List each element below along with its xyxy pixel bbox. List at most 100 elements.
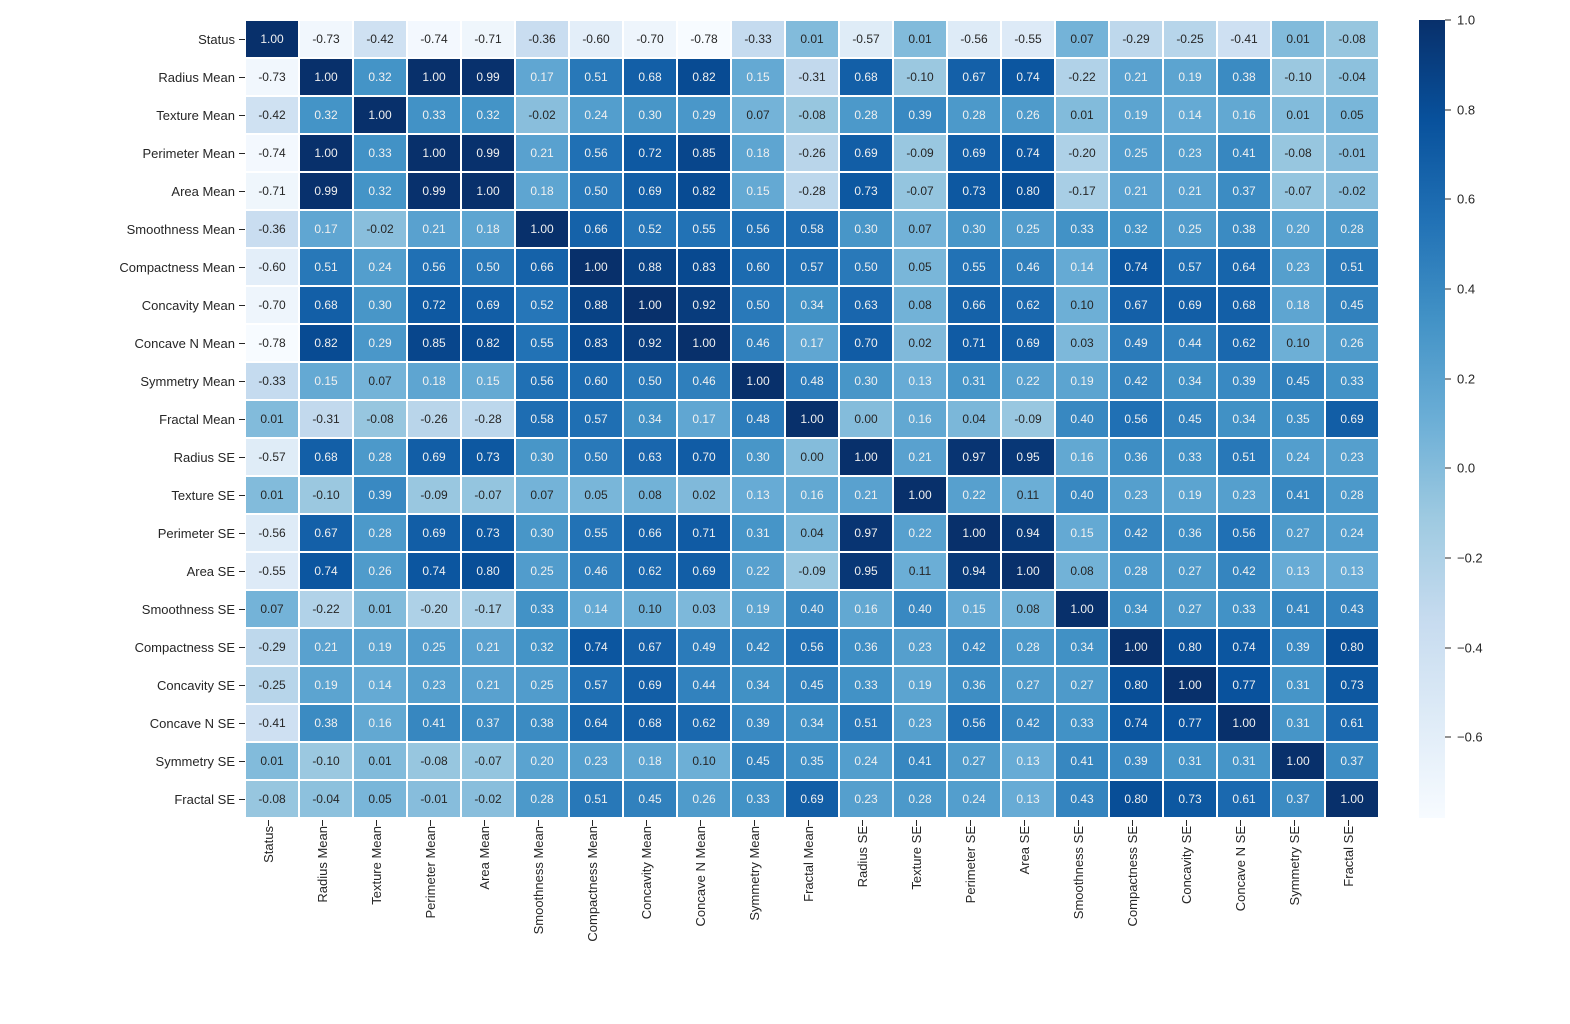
heatmap-cell: 0.23 (1163, 134, 1217, 172)
heatmap-cell: 0.01 (893, 20, 947, 58)
x-axis-label-wrap: Symmetry SE (1267, 820, 1321, 946)
heatmap-cell: 0.69 (839, 134, 893, 172)
heatmap-cell: 0.57 (1163, 248, 1217, 286)
y-axis-label: Compactness SE (65, 640, 239, 655)
heatmap-cell: 0.33 (1055, 704, 1109, 742)
heatmap-cell: 0.31 (731, 514, 785, 552)
heatmap-cell: 0.21 (893, 438, 947, 476)
heatmap-cell: 0.38 (299, 704, 353, 742)
heatmap-cell: 0.99 (299, 172, 353, 210)
heatmap-cell: 0.01 (245, 476, 299, 514)
heatmap-cell: 0.26 (1001, 96, 1055, 134)
heatmap-cell: 0.80 (461, 552, 515, 590)
heatmap-cell: 0.46 (677, 362, 731, 400)
heatmap-cell: 0.52 (515, 286, 569, 324)
heatmap-cell: 0.28 (1109, 552, 1163, 590)
heatmap-cell: 0.31 (1271, 704, 1325, 742)
heatmap-cell: -0.78 (245, 324, 299, 362)
heatmap-cell: -0.07 (461, 476, 515, 514)
heatmap-cell: 0.80 (1001, 172, 1055, 210)
x-axis-label-wrap: Compactness SE (1105, 820, 1159, 946)
heatmap-row: Perimeter SE -0.560.670.280.690.730.300.… (65, 514, 1379, 552)
heatmap-cell: 0.58 (515, 400, 569, 438)
x-axis-label: Compactness SE (1125, 826, 1140, 930)
heatmap-cell: -0.04 (299, 780, 353, 818)
heatmap-cell: 0.68 (1217, 286, 1271, 324)
x-axis-label-wrap: Concavity SE (1159, 820, 1213, 946)
heatmap-cell: -0.02 (461, 780, 515, 818)
heatmap-cell: 0.07 (515, 476, 569, 514)
colorbar-tick: −0.6 (1445, 730, 1483, 745)
heatmap-cell: -0.71 (245, 172, 299, 210)
heatmap-row: Fractal SE -0.08-0.040.05-0.01-0.020.280… (65, 780, 1379, 818)
heatmap-cell: 0.45 (731, 742, 785, 780)
heatmap-cell: 0.33 (1217, 590, 1271, 628)
heatmap-cell: 0.72 (407, 286, 461, 324)
heatmap-cell: 0.24 (353, 248, 407, 286)
colorbar-tick-label: −0.2 (1457, 550, 1483, 565)
heatmap-cell: 0.51 (569, 780, 623, 818)
heatmap-cell: -0.71 (461, 20, 515, 58)
heatmap-cell: -0.57 (839, 20, 893, 58)
heatmap-cell: 0.46 (569, 552, 623, 590)
heatmap-row: Area Mean -0.710.990.320.991.000.180.500… (65, 172, 1379, 210)
heatmap-cell: 0.67 (1109, 286, 1163, 324)
x-axis-label-wrap: Perimeter Mean (403, 820, 457, 946)
heatmap-cell: 0.33 (407, 96, 461, 134)
heatmap-cell: 0.21 (1109, 172, 1163, 210)
heatmap-row: Status 1.00-0.73-0.42-0.74-0.71-0.36-0.6… (65, 20, 1379, 58)
heatmap-cell: 0.32 (299, 96, 353, 134)
heatmap-cell: 0.28 (1001, 628, 1055, 666)
heatmap-cell: 0.51 (839, 704, 893, 742)
heatmap-cell: 0.92 (623, 324, 677, 362)
heatmap-cell: 0.74 (299, 552, 353, 590)
heatmap-row: Concave N SE -0.410.380.160.410.370.380.… (65, 704, 1379, 742)
y-axis-label: Perimeter SE (65, 526, 239, 541)
heatmap-cell: 0.42 (1001, 704, 1055, 742)
heatmap-cell: 0.66 (947, 286, 1001, 324)
heatmap-cell: -0.73 (245, 58, 299, 96)
heatmap-cell: 0.34 (785, 704, 839, 742)
heatmap-cell: 0.39 (353, 476, 407, 514)
heatmap-cell: 0.85 (407, 324, 461, 362)
x-axis-label-wrap: Smoothness Mean (511, 820, 565, 946)
heatmap-cell: 0.23 (569, 742, 623, 780)
heatmap-cell: 0.70 (677, 438, 731, 476)
heatmap-cell: 0.14 (353, 666, 407, 704)
heatmap-cell: 0.50 (731, 286, 785, 324)
y-axis-label: Concave N SE (65, 716, 239, 731)
heatmap-cell: 0.82 (677, 172, 731, 210)
heatmap-cell: -0.31 (299, 400, 353, 438)
colorbar-ticks: 1.00.80.60.40.20.0−0.2−0.4−0.6 (1445, 20, 1505, 818)
heatmap-cell: -0.04 (1325, 58, 1379, 96)
y-axis-label: Smoothness Mean (65, 222, 239, 237)
heatmap-cell: 0.41 (1271, 476, 1325, 514)
correlation-heatmap-figure: Status 1.00-0.73-0.42-0.74-0.71-0.36-0.6… (65, 20, 1505, 946)
heatmap-cell: 0.49 (677, 628, 731, 666)
heatmap-cell: 1.00 (299, 134, 353, 172)
heatmap-row: Smoothness SE 0.07-0.220.01-0.20-0.170.3… (65, 590, 1379, 628)
heatmap-cell: 0.67 (299, 514, 353, 552)
heatmap-cell: 0.60 (731, 248, 785, 286)
heatmap-cell: 1.00 (785, 400, 839, 438)
heatmap-cell: 0.13 (1001, 780, 1055, 818)
heatmap-cell: 0.21 (461, 666, 515, 704)
heatmap-cell: 0.20 (1271, 210, 1325, 248)
heatmap-cell: -0.41 (1217, 20, 1271, 58)
heatmap-cell: 0.45 (1325, 286, 1379, 324)
colorbar-tick-label: −0.6 (1457, 730, 1483, 745)
heatmap-cell: 0.21 (461, 628, 515, 666)
heatmap-cell: 0.10 (1271, 324, 1325, 362)
colorbar-tick-label: 0.6 (1457, 192, 1475, 207)
heatmap-cell: 0.19 (353, 628, 407, 666)
heatmap-cell: 0.33 (1055, 210, 1109, 248)
heatmap-cell: 1.00 (299, 58, 353, 96)
y-axis-label: Perimeter Mean (65, 146, 239, 161)
heatmap-cell: 0.55 (569, 514, 623, 552)
heatmap-cell: 0.56 (947, 704, 1001, 742)
heatmap-cell: 0.46 (731, 324, 785, 362)
heatmap-cell: 0.19 (731, 590, 785, 628)
heatmap-cell: 0.03 (1055, 324, 1109, 362)
heatmap-cell: 0.50 (461, 248, 515, 286)
heatmap-cell: 1.00 (461, 172, 515, 210)
